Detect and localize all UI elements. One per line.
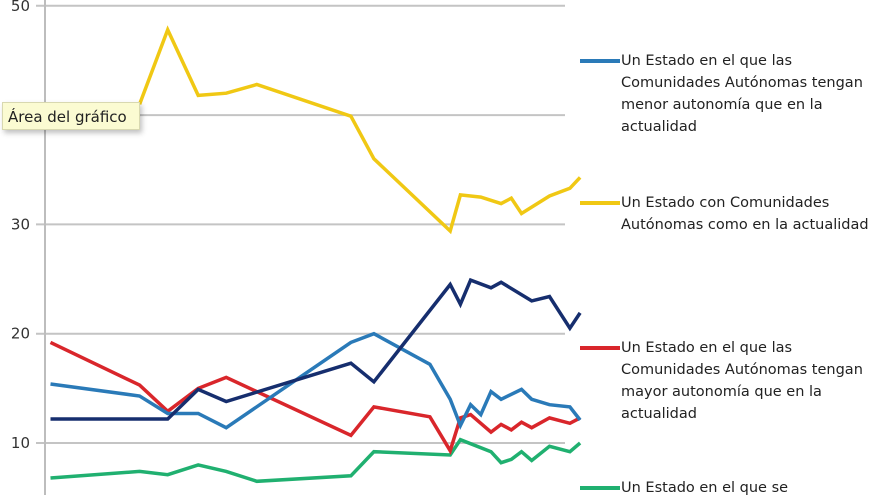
y-tick-label: 50 bbox=[11, 0, 30, 15]
series-line-3 bbox=[50, 437, 582, 484]
legend-marker-green bbox=[580, 486, 620, 490]
y-tick-label: 10 bbox=[11, 434, 30, 452]
y-tick-label: 30 bbox=[11, 215, 30, 233]
series-line-4 bbox=[50, 277, 582, 421]
chart-area-tooltip: Área del gráfico bbox=[2, 102, 140, 130]
legend-label: Un Estado con Comunidades Autónomas como… bbox=[621, 195, 869, 233]
legend-marker-blue bbox=[580, 59, 620, 63]
legend-label: Un Estado en el que las Comunidades Autó… bbox=[621, 53, 863, 135]
series-lines bbox=[49, 25, 582, 484]
series-line-2 bbox=[49, 340, 581, 455]
legend-marker-red bbox=[580, 346, 620, 350]
legend-label: Un Estado en el que se bbox=[621, 480, 789, 496]
y-tick-label: 20 bbox=[11, 325, 30, 343]
series-line-1 bbox=[137, 25, 582, 235]
series-line-0 bbox=[50, 331, 582, 430]
legend-marker-yellow bbox=[580, 201, 620, 205]
legend-label: Un Estado en el que las Comunidades Autó… bbox=[621, 340, 863, 422]
y-axis-ticks: 10 20 30 50 bbox=[11, 0, 30, 452]
